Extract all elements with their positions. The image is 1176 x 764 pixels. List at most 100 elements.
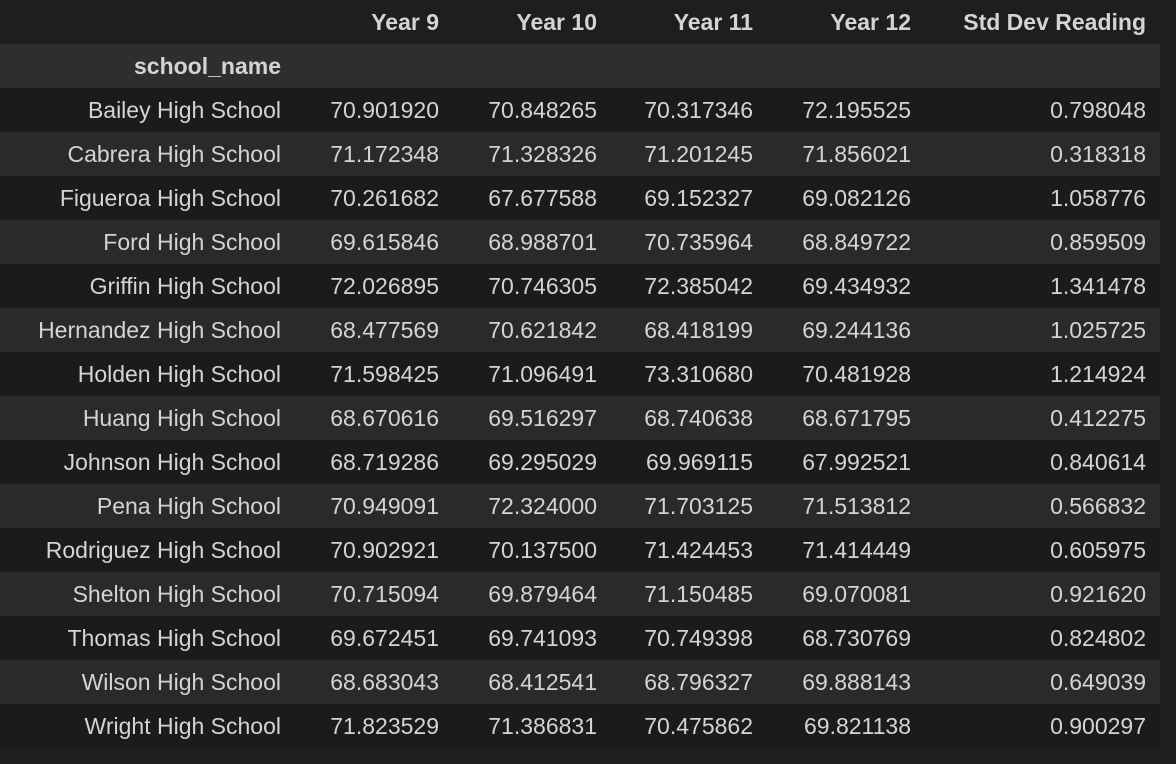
cell-year-10: 67.677588 — [453, 176, 611, 220]
cell-year-10: 70.621842 — [453, 308, 611, 352]
cell-year-12: 70.481928 — [767, 352, 925, 396]
cell-year-9: 70.901920 — [295, 88, 453, 132]
column-header-year-11: Year 11 — [611, 0, 767, 44]
cell-year-11: 69.152327 — [611, 176, 767, 220]
cell-year-10: 71.386831 — [453, 704, 611, 748]
column-header-year-10: Year 10 — [453, 0, 611, 44]
cell-year-11: 68.796327 — [611, 660, 767, 704]
cell-year-12: 68.849722 — [767, 220, 925, 264]
cell-year-10: 69.741093 — [453, 616, 611, 660]
cell-year-12: 69.082126 — [767, 176, 925, 220]
cell-year-9: 68.683043 — [295, 660, 453, 704]
cell-year-9: 68.477569 — [295, 308, 453, 352]
row-index-school-name: Holden High School — [0, 352, 295, 396]
cell-year-11: 70.317346 — [611, 88, 767, 132]
table-row: Cabrera High School 71.172348 71.328326 71.… — [0, 132, 1160, 176]
table-row: Wilson High School 68.683043 68.412541 68.7… — [0, 660, 1160, 704]
table-row: Hernandez High School 68.477569 70.621842 6… — [0, 308, 1160, 352]
cell-year-12: 69.888143 — [767, 660, 925, 704]
row-index-school-name: Bailey High School — [0, 88, 295, 132]
cell-year-10: 72.324000 — [453, 484, 611, 528]
cell-year-10: 70.746305 — [453, 264, 611, 308]
column-header-year-12: Year 12 — [767, 0, 925, 44]
cell-std-dev-reading: 0.412275 — [925, 396, 1160, 440]
cell-std-dev-reading: 1.058776 — [925, 176, 1160, 220]
cell-year-12: 71.513812 — [767, 484, 925, 528]
table-row: Wright High School 71.823529 71.386831 70.4… — [0, 704, 1160, 748]
index-name-filler — [925, 44, 1160, 88]
cell-std-dev-reading: 0.900297 — [925, 704, 1160, 748]
table-row: Bailey High School 70.901920 70.848265 70.3… — [0, 88, 1160, 132]
cell-year-9: 70.902921 — [295, 528, 453, 572]
table-body: Bailey High School 70.901920 70.848265 70.3… — [0, 88, 1160, 748]
cell-year-9: 69.615846 — [295, 220, 453, 264]
table-row: Thomas High School 69.672451 69.741093 70.7… — [0, 616, 1160, 660]
cell-year-11: 68.740638 — [611, 396, 767, 440]
cell-year-10: 68.988701 — [453, 220, 611, 264]
cell-year-9: 70.261682 — [295, 176, 453, 220]
cell-year-11: 72.385042 — [611, 264, 767, 308]
cell-std-dev-reading: 0.318318 — [925, 132, 1160, 176]
row-index-school-name: Griffin High School — [0, 264, 295, 308]
cell-year-10: 69.879464 — [453, 572, 611, 616]
cell-year-11: 73.310680 — [611, 352, 767, 396]
row-index-school-name: Johnson High School — [0, 440, 295, 484]
row-index-school-name: Cabrera High School — [0, 132, 295, 176]
cell-year-9: 68.670616 — [295, 396, 453, 440]
row-index-school-name: Shelton High School — [0, 572, 295, 616]
cell-year-11: 70.475862 — [611, 704, 767, 748]
row-index-school-name: Huang High School — [0, 396, 295, 440]
index-name-filler — [295, 44, 453, 88]
table-row: Figueroa High School 70.261682 67.677588 69… — [0, 176, 1160, 220]
cell-std-dev-reading: 0.859509 — [925, 220, 1160, 264]
cell-year-12: 72.195525 — [767, 88, 925, 132]
table-row: Ford High School 69.615846 68.988701 70.735… — [0, 220, 1160, 264]
index-name-header: school_name — [0, 44, 295, 88]
cell-std-dev-reading: 0.824802 — [925, 616, 1160, 660]
cell-year-10: 70.848265 — [453, 88, 611, 132]
cell-year-10: 69.295029 — [453, 440, 611, 484]
index-name-row: school_name — [0, 44, 1160, 88]
cell-year-11: 69.969115 — [611, 440, 767, 484]
column-header-blank — [0, 0, 295, 44]
cell-year-9: 71.823529 — [295, 704, 453, 748]
cell-std-dev-reading: 0.649039 — [925, 660, 1160, 704]
cell-year-12: 69.434932 — [767, 264, 925, 308]
cell-year-9: 71.172348 — [295, 132, 453, 176]
column-header-std-dev-reading: Std Dev Reading — [925, 0, 1160, 44]
table-row: Johnson High School 68.719286 69.295029 69.… — [0, 440, 1160, 484]
column-header-year-9: Year 9 — [295, 0, 453, 44]
cell-year-10: 71.328326 — [453, 132, 611, 176]
cell-year-11: 71.201245 — [611, 132, 767, 176]
row-index-school-name: Wilson High School — [0, 660, 295, 704]
row-index-school-name: Hernandez High School — [0, 308, 295, 352]
cell-year-11: 71.703125 — [611, 484, 767, 528]
row-index-school-name: Figueroa High School — [0, 176, 295, 220]
row-index-school-name: Pena High School — [0, 484, 295, 528]
cell-year-10: 71.096491 — [453, 352, 611, 396]
dataframe-table: Year 9 Year 10 Year 11 Year 12 Std Dev R… — [0, 0, 1160, 748]
table-row: Shelton High School 70.715094 69.879464 71.… — [0, 572, 1160, 616]
cell-year-9: 71.598425 — [295, 352, 453, 396]
column-header-row: Year 9 Year 10 Year 11 Year 12 Std Dev R… — [0, 0, 1160, 44]
cell-year-12: 69.821138 — [767, 704, 925, 748]
cell-std-dev-reading: 0.566832 — [925, 484, 1160, 528]
index-name-filler — [611, 44, 767, 88]
table-row: Pena High School 70.949091 72.324000 71.703… — [0, 484, 1160, 528]
cell-year-9: 69.672451 — [295, 616, 453, 660]
cell-year-11: 71.150485 — [611, 572, 767, 616]
cell-year-10: 70.137500 — [453, 528, 611, 572]
cell-year-10: 69.516297 — [453, 396, 611, 440]
table-row: Holden High School 71.598425 71.096491 73.3… — [0, 352, 1160, 396]
row-index-school-name: Rodriguez High School — [0, 528, 295, 572]
cell-std-dev-reading: 0.921620 — [925, 572, 1160, 616]
cell-year-12: 68.671795 — [767, 396, 925, 440]
row-index-school-name: Thomas High School — [0, 616, 295, 660]
cell-year-12: 67.992521 — [767, 440, 925, 484]
cell-year-11: 70.749398 — [611, 616, 767, 660]
cell-year-12: 69.244136 — [767, 308, 925, 352]
cell-year-12: 68.730769 — [767, 616, 925, 660]
table-row: Rodriguez High School 70.902921 70.137500 7… — [0, 528, 1160, 572]
cell-std-dev-reading: 0.840614 — [925, 440, 1160, 484]
cell-year-9: 70.715094 — [295, 572, 453, 616]
